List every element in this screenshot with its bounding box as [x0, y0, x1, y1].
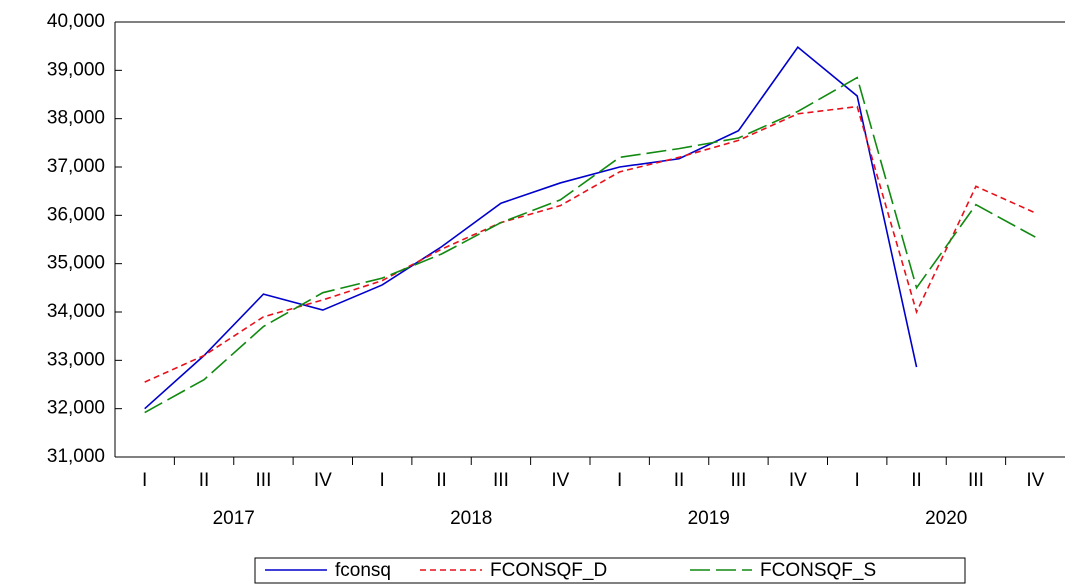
x-group-label: 2017 — [213, 508, 255, 529]
x-tick-label: IV — [551, 470, 569, 491]
x-tick-label: I — [142, 470, 147, 491]
legend-box — [254, 557, 966, 584]
series-line — [144, 45, 918, 410]
x-tick-label: II — [911, 470, 922, 491]
y-tick-label: 33,000 — [47, 349, 105, 370]
y-tick-label: 34,000 — [47, 301, 105, 322]
x-tick-label: III — [493, 470, 509, 491]
y-tick-label: 39,000 — [47, 59, 105, 80]
legend-label: FCONSQF_S — [760, 560, 876, 581]
y-tick-label: 40,000 — [47, 11, 105, 32]
legend-label: fconsq — [335, 560, 391, 581]
x-tick-label: III — [731, 470, 747, 491]
y-tick-label: 37,000 — [47, 156, 105, 177]
x-tick-label: III — [256, 470, 272, 491]
x-tick-label: II — [674, 470, 685, 491]
y-tick-label: 38,000 — [47, 108, 105, 129]
y-tick-label: 32,000 — [47, 398, 105, 419]
y-tick-label: 36,000 — [47, 204, 105, 225]
x-group-label: 2019 — [688, 508, 730, 529]
x-tick-label: IV — [1026, 470, 1044, 491]
x-tick-label: I — [855, 470, 860, 491]
x-tick-label: IV — [789, 470, 807, 491]
y-tick-label: 35,000 — [47, 253, 105, 274]
x-tick-label: II — [436, 470, 447, 491]
x-group-label: 2020 — [925, 508, 967, 529]
x-tick-label: IV — [314, 470, 332, 491]
x-tick-label: I — [380, 470, 385, 491]
y-tick-label: 31,000 — [47, 446, 105, 467]
x-tick-label: II — [199, 470, 210, 491]
x-tick-label: I — [617, 470, 622, 491]
x-group-label: 2018 — [450, 508, 492, 529]
series-line — [144, 76, 1036, 414]
legend-label: FCONSQF_D — [490, 560, 607, 581]
x-tick-label: III — [968, 470, 984, 491]
series-line — [144, 105, 1036, 383]
